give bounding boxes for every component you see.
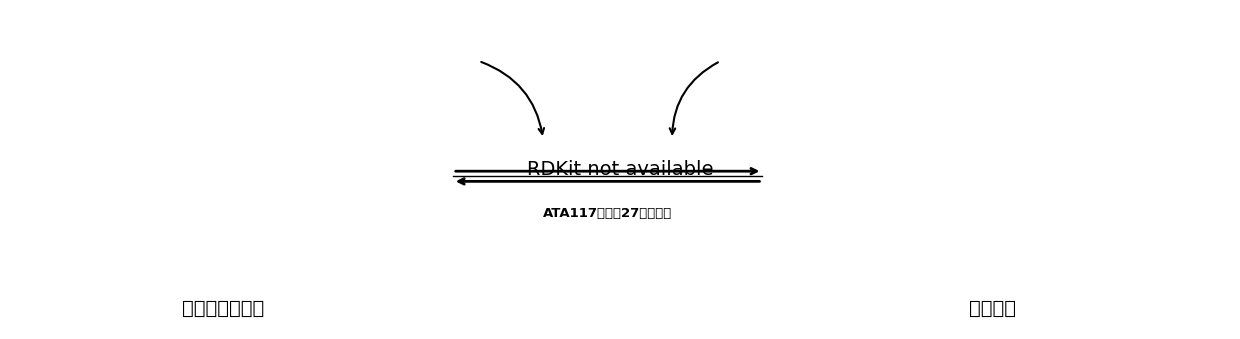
Text: 西他列汀: 西他列汀	[968, 299, 1016, 318]
Text: ATA117（改造27个位点）: ATA117（改造27个位点）	[543, 207, 672, 220]
Text: 西他列汀前体酮: 西他列汀前体酮	[182, 299, 264, 318]
Text: RDKit not available: RDKit not available	[527, 160, 713, 179]
